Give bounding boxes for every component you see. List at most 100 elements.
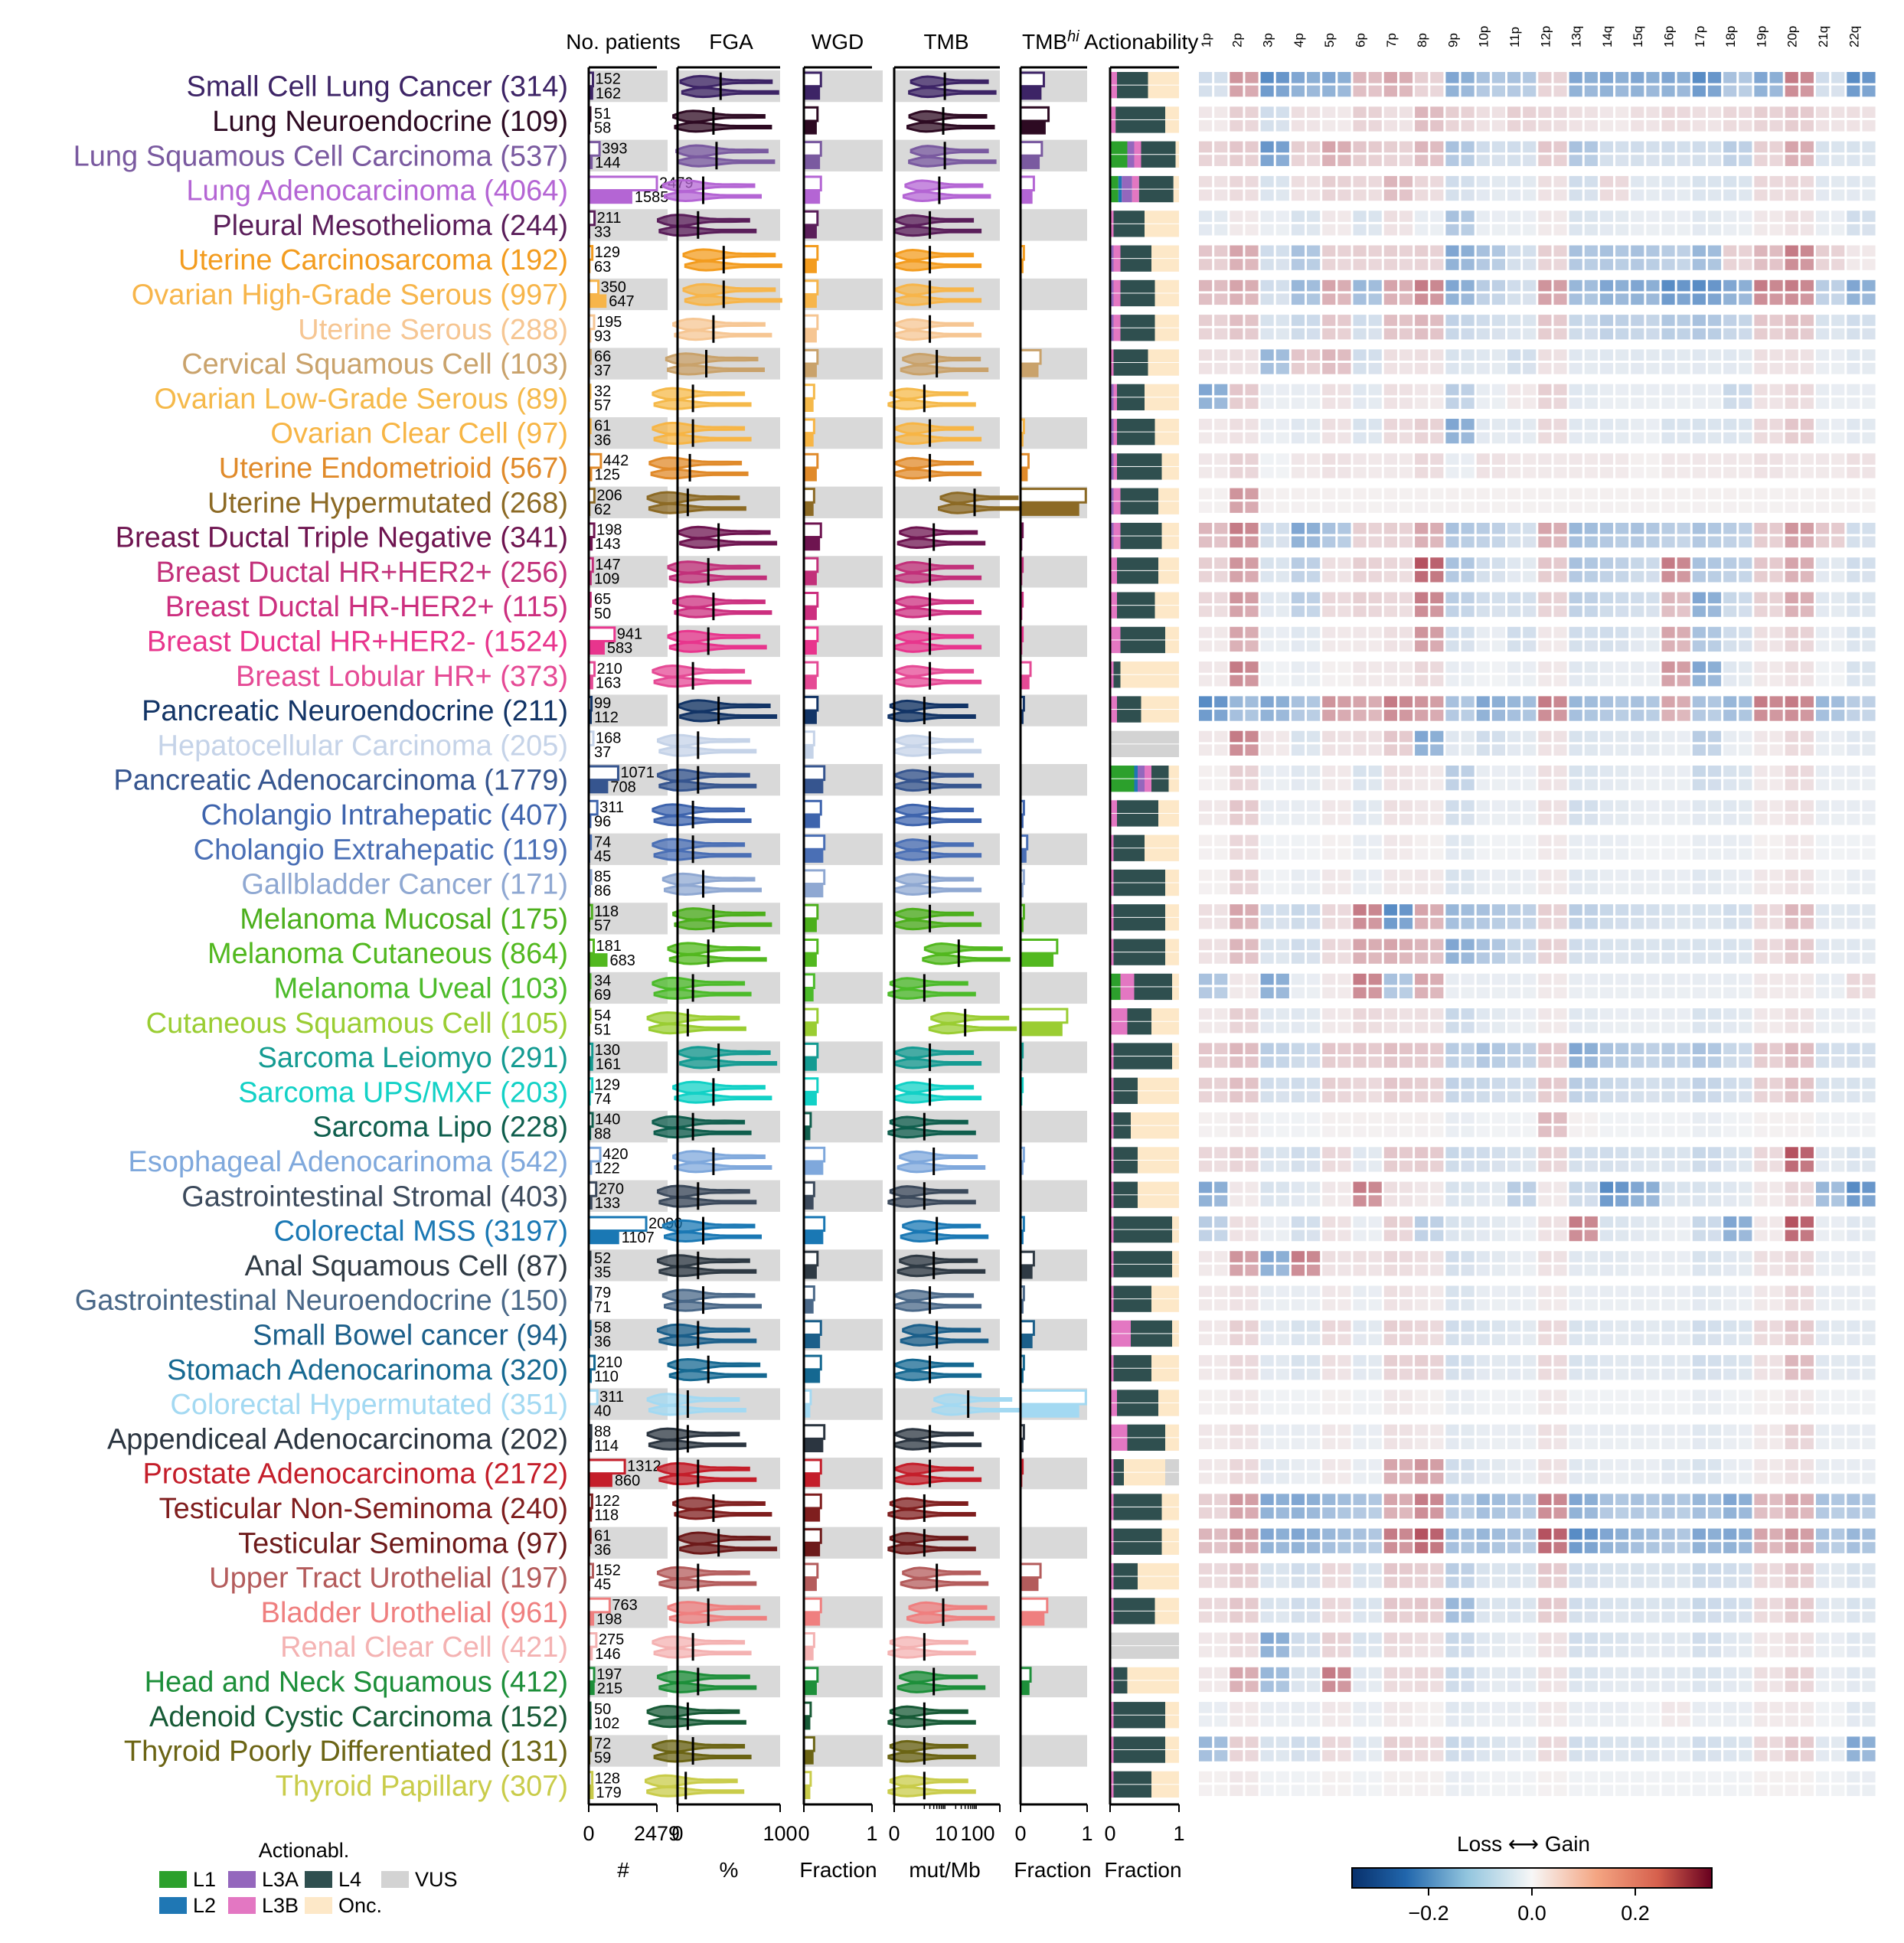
act-seg-20-1-5 <box>1168 779 1179 792</box>
cna-cell-15-0-12 <box>1383 592 1397 604</box>
cna-cell-11-0-10 <box>1353 453 1367 465</box>
cna-cell-32-1-13 <box>1399 1195 1413 1207</box>
cna-cell-31-0-2 <box>1230 1147 1243 1158</box>
cna-cell-29-0-15 <box>1430 1077 1444 1089</box>
cna-cell-17-1-27 <box>1615 674 1629 687</box>
cna-cell-17-0-29 <box>1646 661 1660 673</box>
cna-cell-29-1-24 <box>1569 1091 1582 1102</box>
cna-cell-27-1-41 <box>1831 1021 1845 1034</box>
cna-cell-20-1-19 <box>1491 779 1505 791</box>
wgd-bar-primary-40 <box>802 1458 822 1475</box>
cna-cell-11-0-25 <box>1584 453 1598 465</box>
act-seg-8-1-4 <box>1113 363 1148 376</box>
cna-cell-38-0-37 <box>1769 1389 1783 1402</box>
cna-cell-31-0-31 <box>1677 1147 1690 1158</box>
cna-cell-21-1-24 <box>1569 813 1582 825</box>
cna-cell-0-1-42 <box>1847 85 1860 97</box>
act-seg-5-1-2 <box>1110 259 1114 272</box>
cna-cell-14-0-40 <box>1816 557 1830 569</box>
cna-cell-18-1-15 <box>1430 710 1444 721</box>
cna-cell-37-1-11 <box>1368 1368 1382 1380</box>
cna-cell-39-1-27 <box>1615 1438 1629 1449</box>
cna-cell-8-0-25 <box>1584 349 1598 361</box>
cna-cell-3-1-22 <box>1538 189 1552 201</box>
cna-cell-41-0-25 <box>1584 1494 1598 1505</box>
cna-cell-36-0-34 <box>1723 1320 1737 1332</box>
cna-cell-3-0-18 <box>1476 175 1490 188</box>
cna-cell-7-0-8 <box>1322 315 1336 326</box>
band-tmbhi-14 <box>1021 556 1087 588</box>
cna-cell-29-0-21 <box>1523 1077 1537 1089</box>
cna-cell-31-1-12 <box>1383 1160 1397 1172</box>
cna-cell-1-1-10 <box>1353 119 1367 132</box>
cna-cell-17-1-21 <box>1523 674 1537 687</box>
cna-cell-0-0-40 <box>1816 72 1830 83</box>
cna-cell-31-1-17 <box>1461 1160 1475 1172</box>
cna-cell-23-1-38 <box>1785 883 1798 895</box>
cna-cell-24-0-9 <box>1337 904 1351 916</box>
cna-cell-21-1-31 <box>1677 813 1690 825</box>
cna-cell-14-1-41 <box>1831 570 1845 583</box>
cancer-type-label-8: Cervical Squamous Cell (103) <box>181 348 568 380</box>
cna-cell-41-1-29 <box>1646 1507 1660 1519</box>
patients-count-metastasis-18: 112 <box>594 710 619 727</box>
cna-cell-41-0-17 <box>1461 1494 1475 1505</box>
cancer-row-45: Renal Clear Cell (421) <box>280 1631 568 1664</box>
cna-cell-41-0-11 <box>1368 1494 1382 1505</box>
cna-cell-3-0-12 <box>1383 175 1397 188</box>
cna-cell-9-1-25 <box>1584 397 1598 409</box>
cna-cell-3-1-25 <box>1584 189 1598 201</box>
cna-cell-16-0-19 <box>1491 626 1505 638</box>
cna-cell-29-1-30 <box>1661 1091 1675 1102</box>
cna-cell-22-1-16 <box>1445 848 1459 860</box>
act-seg-33-1-3 <box>1110 1229 1114 1243</box>
cna-cell-10-0-10 <box>1353 419 1367 430</box>
cna-cell-17-0-37 <box>1769 661 1783 673</box>
cna-cell-13-1-6 <box>1291 536 1305 548</box>
cna-cell-13-0-20 <box>1507 522 1521 534</box>
cna-cell-10-1-19 <box>1491 432 1505 444</box>
cna-cell-17-0-33 <box>1707 661 1722 673</box>
cna-cell-2-1-35 <box>1739 155 1752 166</box>
cna-cell-37-0-9 <box>1337 1355 1351 1367</box>
tmb-violin-primary-45 <box>889 1635 968 1649</box>
cna-cell-8-0-0 <box>1199 349 1213 361</box>
cna-cell-27-1-25 <box>1584 1021 1598 1034</box>
act-seg-29-1-4 <box>1113 1091 1138 1104</box>
cna-cell-11-0-26 <box>1599 453 1614 465</box>
cna-cell-14-0-41 <box>1831 557 1845 569</box>
cna-cell-23-1-8 <box>1322 883 1336 895</box>
cna-cell-38-0-19 <box>1491 1389 1505 1402</box>
cna-cell-5-1-31 <box>1677 259 1690 270</box>
cna-cell-27-0-27 <box>1615 1008 1629 1020</box>
cna-cell-20-1-0 <box>1199 779 1213 791</box>
cna-cell-36-0-21 <box>1523 1320 1537 1332</box>
cna-cell-28-1-19 <box>1491 1056 1505 1068</box>
cna-cell-25-1-36 <box>1754 952 1768 964</box>
cna-cell-12-0-31 <box>1677 488 1690 500</box>
cna-cell-16-1-30 <box>1661 640 1675 652</box>
cancer-row-49: Thyroid Papillary (307) <box>276 1770 568 1802</box>
cna-cell-10-1-9 <box>1337 432 1351 444</box>
cna-cell-30-1-37 <box>1769 1125 1783 1138</box>
cna-cell-32-1-40 <box>1816 1195 1830 1207</box>
cna-cell-39-1-26 <box>1599 1438 1614 1449</box>
cna-cell-1-0-26 <box>1599 106 1614 118</box>
cna-cell-35-0-22 <box>1538 1285 1552 1298</box>
cna-cell-23-0-14 <box>1415 869 1429 881</box>
cna-cell-15-1-11 <box>1368 606 1382 617</box>
cna-cell-28-0-14 <box>1415 1043 1429 1055</box>
cna-cell-0-1-31 <box>1677 85 1690 97</box>
cna-cell-12-0-16 <box>1445 488 1459 500</box>
cna-cell-38-0-31 <box>1677 1389 1690 1402</box>
cna-cell-11-0-5 <box>1275 453 1289 465</box>
cna-cell-21-0-33 <box>1707 800 1722 811</box>
cna-cell-9-0-34 <box>1723 384 1737 396</box>
act-seg-37-0-3 <box>1110 1355 1114 1368</box>
act-seg-7-0-4 <box>1120 315 1155 328</box>
cna-cell-36-0-36 <box>1754 1320 1768 1332</box>
cna-cell-39-0-19 <box>1491 1424 1505 1436</box>
cna-cell-0-0-19 <box>1491 72 1505 83</box>
cna-cell-15-0-23 <box>1553 592 1567 604</box>
cna-cell-28-1-20 <box>1507 1056 1521 1068</box>
